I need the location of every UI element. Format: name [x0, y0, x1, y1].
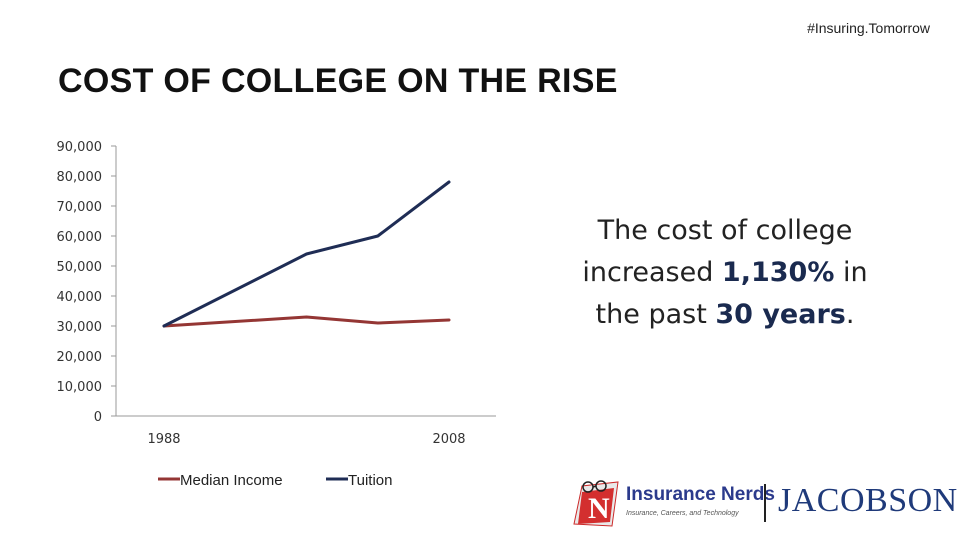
x-axis-ticks: 1988 2008: [147, 432, 465, 447]
y-tick-label: 70,000: [57, 200, 103, 215]
annotation-line-1: The cost of college: [597, 215, 853, 246]
y-tick-label: 20,000: [57, 350, 103, 365]
chart-axes: [115, 146, 496, 417]
annotation-line-3: the past 30 years.: [540, 294, 910, 336]
insurance-nerds-logo-text: Insurance Nerds: [626, 484, 775, 505]
legend-label: Median Income: [180, 472, 283, 489]
y-tick-label: 40,000: [57, 290, 103, 305]
slide-title: COST OF COLLEGE ON THE RISE: [58, 62, 618, 100]
y-tick-label: 50,000: [57, 260, 103, 275]
y-tick-label: 90,000: [57, 140, 103, 155]
annotation-years: 30 years: [715, 299, 846, 330]
insurance-nerds-logo-icon: N: [573, 480, 619, 527]
y-axis-ticks: 0 10,000 20,000 30,000 40,000 50,000 60,000 70,…: [57, 140, 116, 425]
hashtag-label: #Insuring.Tomorrow: [807, 20, 930, 36]
chart-series: [162, 180, 451, 328]
footer-logos: N Insurance Nerds Insurance, Careers, an…: [568, 474, 957, 534]
annotation-line-2-post: in: [834, 257, 868, 288]
annotation-line-3-pre: the past: [595, 299, 716, 330]
series-line-median-income: [162, 315, 451, 328]
legend-label: Tuition: [348, 472, 392, 489]
annotation-line-2: increased 1,130% in: [540, 252, 910, 294]
annotation-line-2-pre: increased: [582, 257, 722, 288]
y-tick-label: 0: [94, 410, 102, 425]
annotation-text: The cost of college increased 1,130% in …: [540, 210, 910, 336]
series-line-tuition: [162, 180, 451, 328]
x-tick-label: 1988: [147, 432, 180, 447]
annotation-percent: 1,130%: [721, 257, 835, 288]
chart-legend: Median Income Tuition: [158, 472, 392, 489]
svg-text:N: N: [588, 492, 610, 525]
insurance-nerds-tagline: Insurance, Careers, and Technology: [626, 510, 739, 517]
jacobson-logo-text: JACOBSON: [778, 482, 958, 519]
y-tick-label: 30,000: [57, 320, 103, 335]
x-tick-label: 2008: [432, 432, 465, 447]
annotation-line-3-post: .: [845, 299, 855, 330]
logo-divider: [764, 484, 766, 522]
y-tick-label: 10,000: [57, 380, 103, 395]
y-tick-label: 80,000: [57, 170, 103, 185]
y-tick-label: 60,000: [57, 230, 103, 245]
